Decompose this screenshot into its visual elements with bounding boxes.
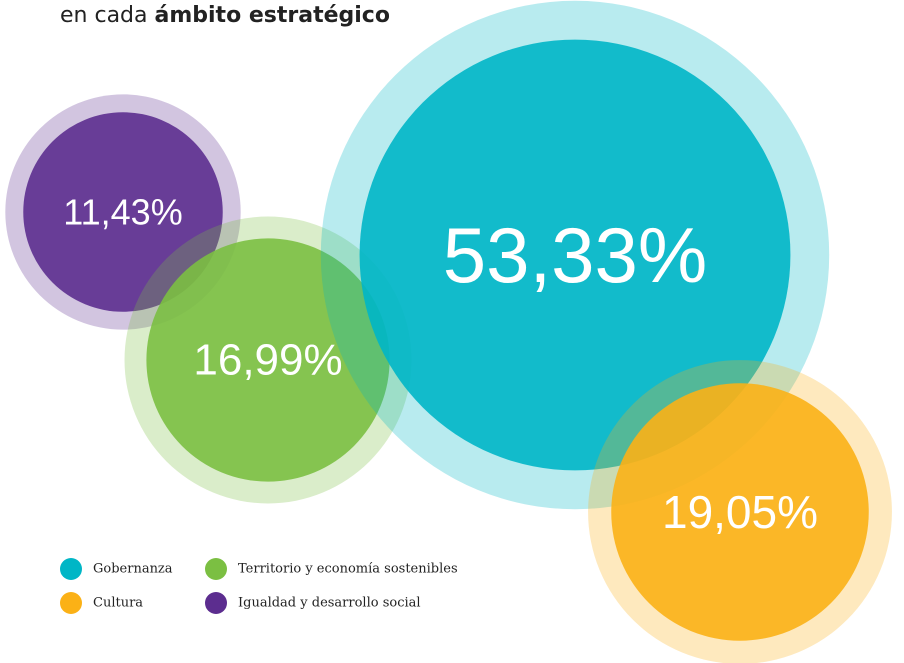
legend: Gobernanza Territorio y economía sostenib…: [60, 558, 458, 614]
bubble: [23, 112, 223, 312]
value-label: 19,05%: [662, 486, 818, 538]
value-label: 53,33%: [443, 211, 708, 299]
legend-label: Gobernanza: [93, 562, 173, 577]
legend-swatch: [60, 592, 82, 614]
legend-label: Territorio y economía sostenibles: [238, 562, 458, 577]
bubble: [146, 238, 390, 482]
legend-label: Igualdad y desarrollo social: [238, 596, 421, 611]
value-label: 11,43%: [63, 192, 182, 233]
legend-swatch: [205, 592, 227, 614]
bubble: [611, 383, 869, 641]
legend-label: Cultura: [93, 596, 143, 611]
bubbles: 11,43% 16,99% 53,33% 19,05%: [5, 0, 892, 663]
title-regular: en cada: [60, 3, 148, 28]
value-label: 16,99%: [193, 336, 342, 385]
chart-title: en cada ámbito estratégico: [60, 3, 390, 28]
legend-swatch: [205, 558, 227, 580]
legend-swatch: [60, 558, 82, 580]
bubble: [359, 39, 791, 471]
title-bold: ámbito estratégico: [155, 3, 390, 28]
